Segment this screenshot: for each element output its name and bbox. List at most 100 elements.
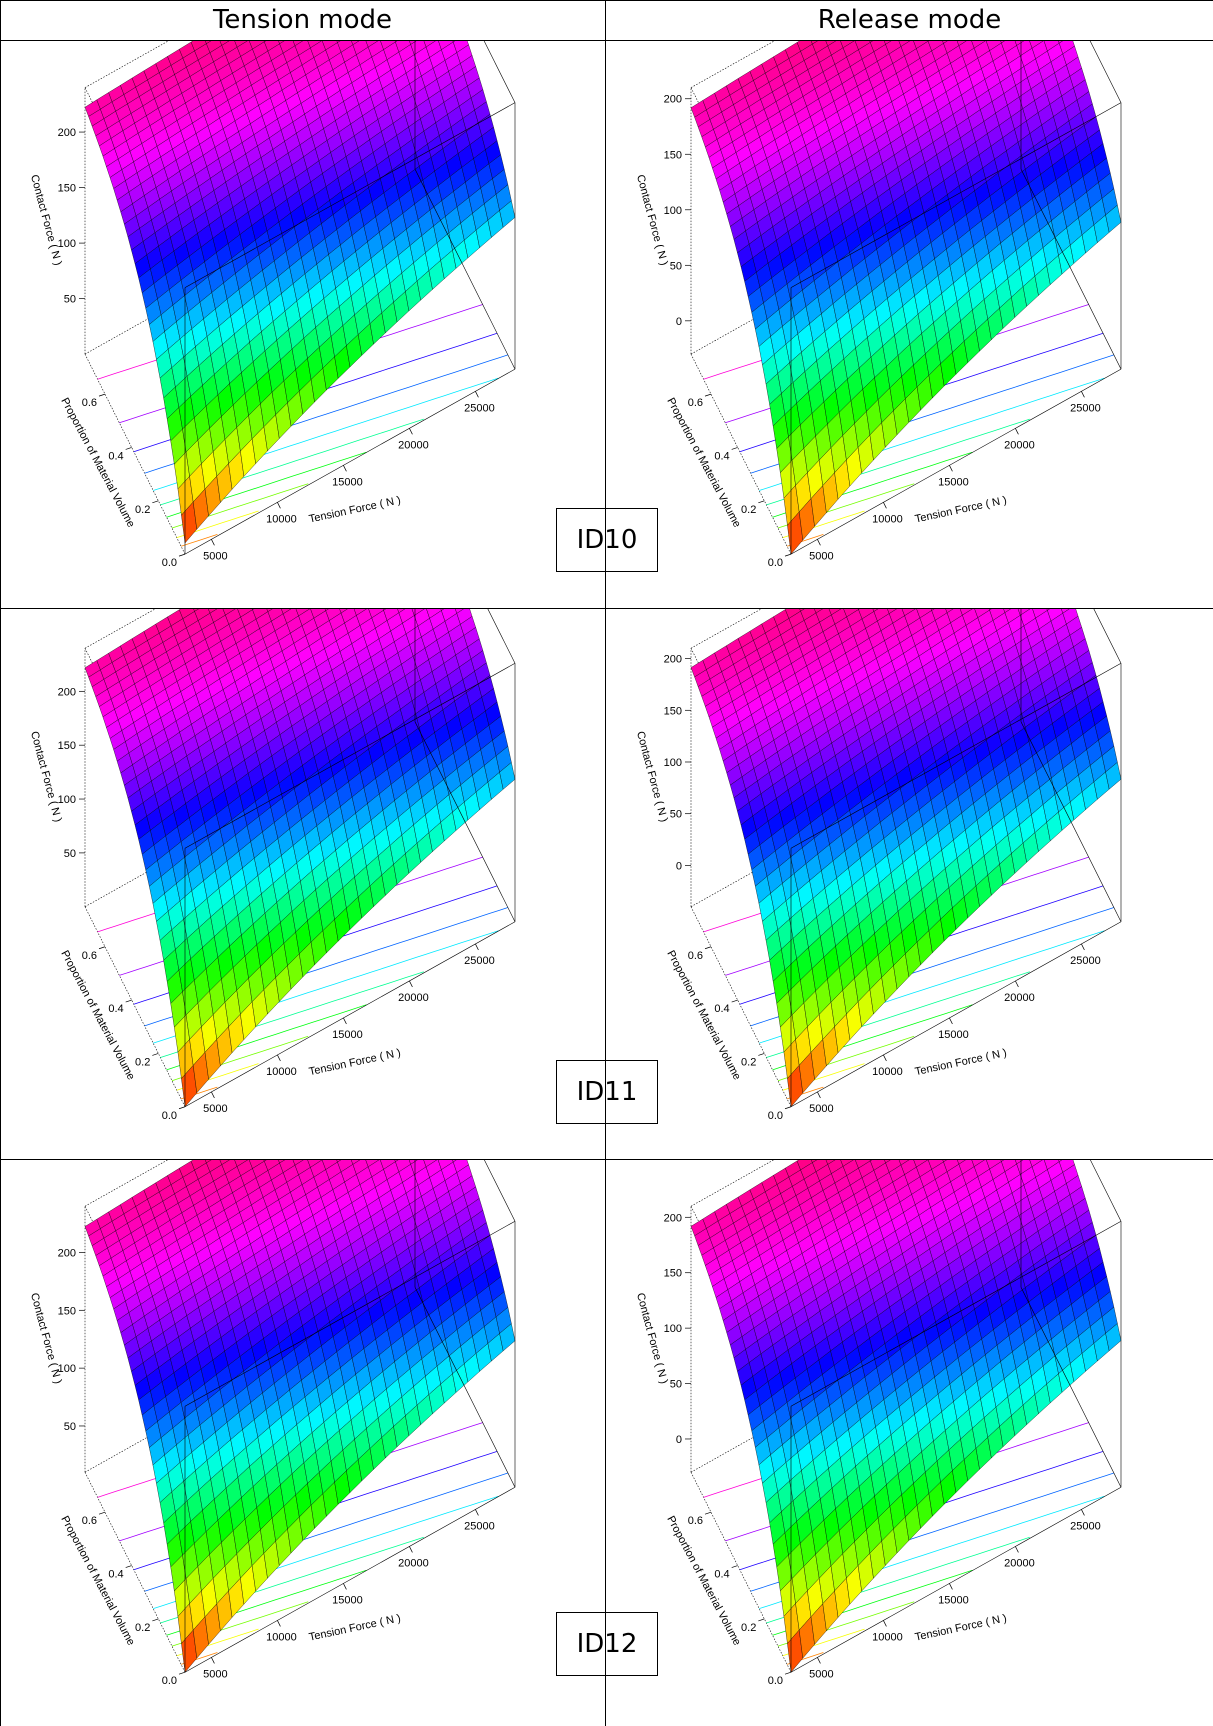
x-tick [343,1017,347,1025]
surface-plot-id10-tension: 50 100 150 200 0.0 0.2 0.4 0.6 5000 10000 15000 200… [0,41,605,608]
y-tick-label: 0.4 [108,450,123,462]
surface-facet [292,41,303,47]
surface-facet [397,609,406,614]
z-tick-label: 100 [58,1363,76,1375]
y-tick [125,447,132,450]
y-tick-label: 0.4 [714,450,729,462]
x-tick-label: 15000 [938,1029,969,1041]
y-tick [731,999,738,1003]
header-tension-mode: Tension mode [212,5,393,35]
x-tick [343,465,347,472]
y-tick [704,1511,712,1515]
x-tick [277,502,281,509]
z-axis-title: Contact Force ( N ) [634,730,670,823]
x-tick [475,391,479,398]
x-tick-label: 15000 [332,1594,363,1606]
header-release-mode: Release mode [817,5,1002,35]
grid-border-left [0,0,1,1726]
y-tick [98,1511,106,1515]
z-tick-label: 200 [664,94,682,106]
x-tick [343,1583,347,1590]
x-tick [817,1657,821,1664]
y-tick-label: 0.0 [162,1110,177,1122]
x-axis-title: Tension Force ( N ) [914,1612,1008,1643]
y-axis-title: Proportion of Material Volume [58,396,137,530]
y-tick [758,1053,765,1056]
surface-mesh [690,609,1122,1108]
surface-svg: 0 50 100 150 200 0.0 0.2 0.4 0.6 5000 10000 15000 20… [634,609,1122,1122]
z-tick-label: 200 [58,127,76,139]
y-tick [178,1671,186,1675]
x-tick-label: 25000 [464,402,495,414]
x-tick [211,1091,215,1099]
surface-facet [1061,609,1070,614]
x-tick [1015,428,1019,435]
z-tick-label: 0 [676,1434,682,1446]
x-tick-label: 10000 [266,1631,297,1643]
surface-svg: 0 50 100 150 200 0.0 0.2 0.4 0.6 5000 10000 15000 20… [634,41,1122,569]
surface-plot-id12-tension: 50 100 150 200 0.0 0.2 0.4 0.6 5000 10000 15000 200… [0,1160,605,1726]
z-tick-label: 50 [64,1421,76,1433]
z-tick-label: 100 [664,757,682,769]
y-tick-label: 0.2 [135,1056,150,1068]
x-tick-label: 25000 [1070,1520,1101,1532]
x-tick-label: 25000 [1070,402,1101,414]
surface-facet [455,609,464,614]
z-tick-label: 50 [670,809,682,821]
y-tick-label: 0.4 [108,1569,123,1581]
plot-group: 0 50 100 150 200 0.0 0.2 0.4 0.6 5000 10000 15000 20… [634,1160,1122,1687]
y-tick [758,500,765,504]
surface-facet [281,609,292,615]
surface-mesh [690,41,1122,555]
z-tick-label: 100 [664,205,682,217]
y-tick-label: 0.6 [82,950,97,962]
y-tick-label: 0.2 [741,1622,756,1634]
z-tick-label: 150 [58,1305,76,1317]
x-tick-label: 25000 [464,1520,495,1532]
z-tick-label: 0 [676,860,682,872]
plot-group: 0 50 100 150 200 0.0 0.2 0.4 0.6 5000 10000 15000 20… [634,41,1122,569]
x-axis-title: Tension Force ( N ) [914,494,1008,525]
x-tick-label: 20000 [1004,992,1035,1004]
x-tick [1015,1546,1019,1553]
x-tick [277,1054,281,1062]
x-tick [409,1546,413,1553]
x-tick-label: 20000 [398,439,429,451]
x-tick-label: 25000 [464,955,495,967]
z-tick-label: 150 [58,183,76,195]
plot-group: 0 50 100 150 200 0.0 0.2 0.4 0.6 5000 10000 15000 20… [634,609,1122,1122]
y-tick [98,946,106,950]
z-tick-label: 100 [58,794,76,806]
x-axis-title: Tension Force ( N ) [308,1047,402,1078]
x-tick-label: 5000 [809,550,833,562]
z-axis-title: Contact Force ( N ) [634,173,670,266]
z-tick-label: 0 [676,316,682,328]
y-tick [784,1106,792,1110]
surface-svg: 50 100 150 200 0.0 0.2 0.4 0.6 5000 10000 15000 200… [28,609,516,1122]
y-tick-label: 0.0 [162,1675,177,1687]
id-label-id10: ID10 [556,508,658,572]
y-tick-label: 0.6 [82,1515,97,1527]
y-tick [178,553,186,557]
x-tick [883,1054,887,1062]
id-label-id11: ID11 [556,1060,658,1124]
y-axis-title: Proportion of Material Volume [58,949,137,1083]
x-tick [475,1509,479,1516]
x-tick-label: 5000 [203,550,227,562]
x-tick-label: 20000 [398,992,429,1004]
x-tick [817,539,821,546]
z-tick-label: 50 [64,294,76,306]
surface-mesh [690,1160,1122,1673]
z-tick-label: 100 [58,238,76,250]
x-tick-label: 15000 [938,476,969,488]
x-tick [211,1657,215,1664]
z-tick-label: 200 [664,1212,682,1224]
y-tick [704,946,712,950]
y-tick-label: 0.6 [688,397,703,409]
surface-facet [351,41,360,46]
surface-facet [499,762,516,790]
x-tick [1081,943,1085,951]
y-tick-label: 0.4 [714,1003,729,1015]
surface-facet [957,1160,966,1165]
surface-mesh [84,609,516,1108]
